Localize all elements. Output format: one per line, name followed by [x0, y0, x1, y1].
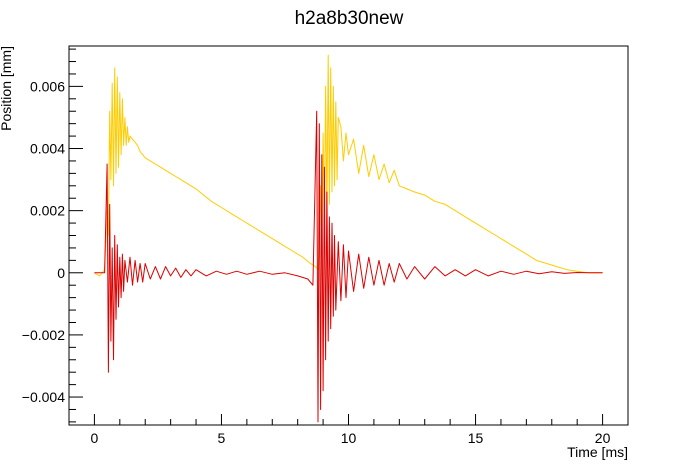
y-tick-label: 0.002	[30, 203, 65, 219]
y-tick-label: 0	[57, 265, 65, 281]
x-tick-label: 10	[341, 430, 357, 446]
y-tick-label: 0.006	[30, 78, 65, 94]
y-axis-title: Position [mm]	[0, 46, 14, 131]
x-axis-title: Time [ms]	[567, 444, 628, 460]
y-tick-label: 0.004	[30, 141, 65, 157]
x-tick-label: 20	[595, 430, 611, 446]
x-tick-label: 0	[91, 430, 99, 446]
y-tick-label: −0.002	[22, 327, 65, 343]
series-line-1	[94, 54, 603, 277]
x-tick-label: 5	[218, 430, 226, 446]
chart-title: h2a8b30new	[295, 8, 404, 29]
y-tick-label: −0.004	[22, 389, 65, 405]
series-line-2	[94, 110, 603, 423]
plot-frame	[68, 45, 629, 426]
x-tick-label: 15	[468, 430, 484, 446]
plot-area: 0 5 10 15 20 −0.004 −0.002 0 0.002 0.004 0.006	[22, 45, 629, 446]
